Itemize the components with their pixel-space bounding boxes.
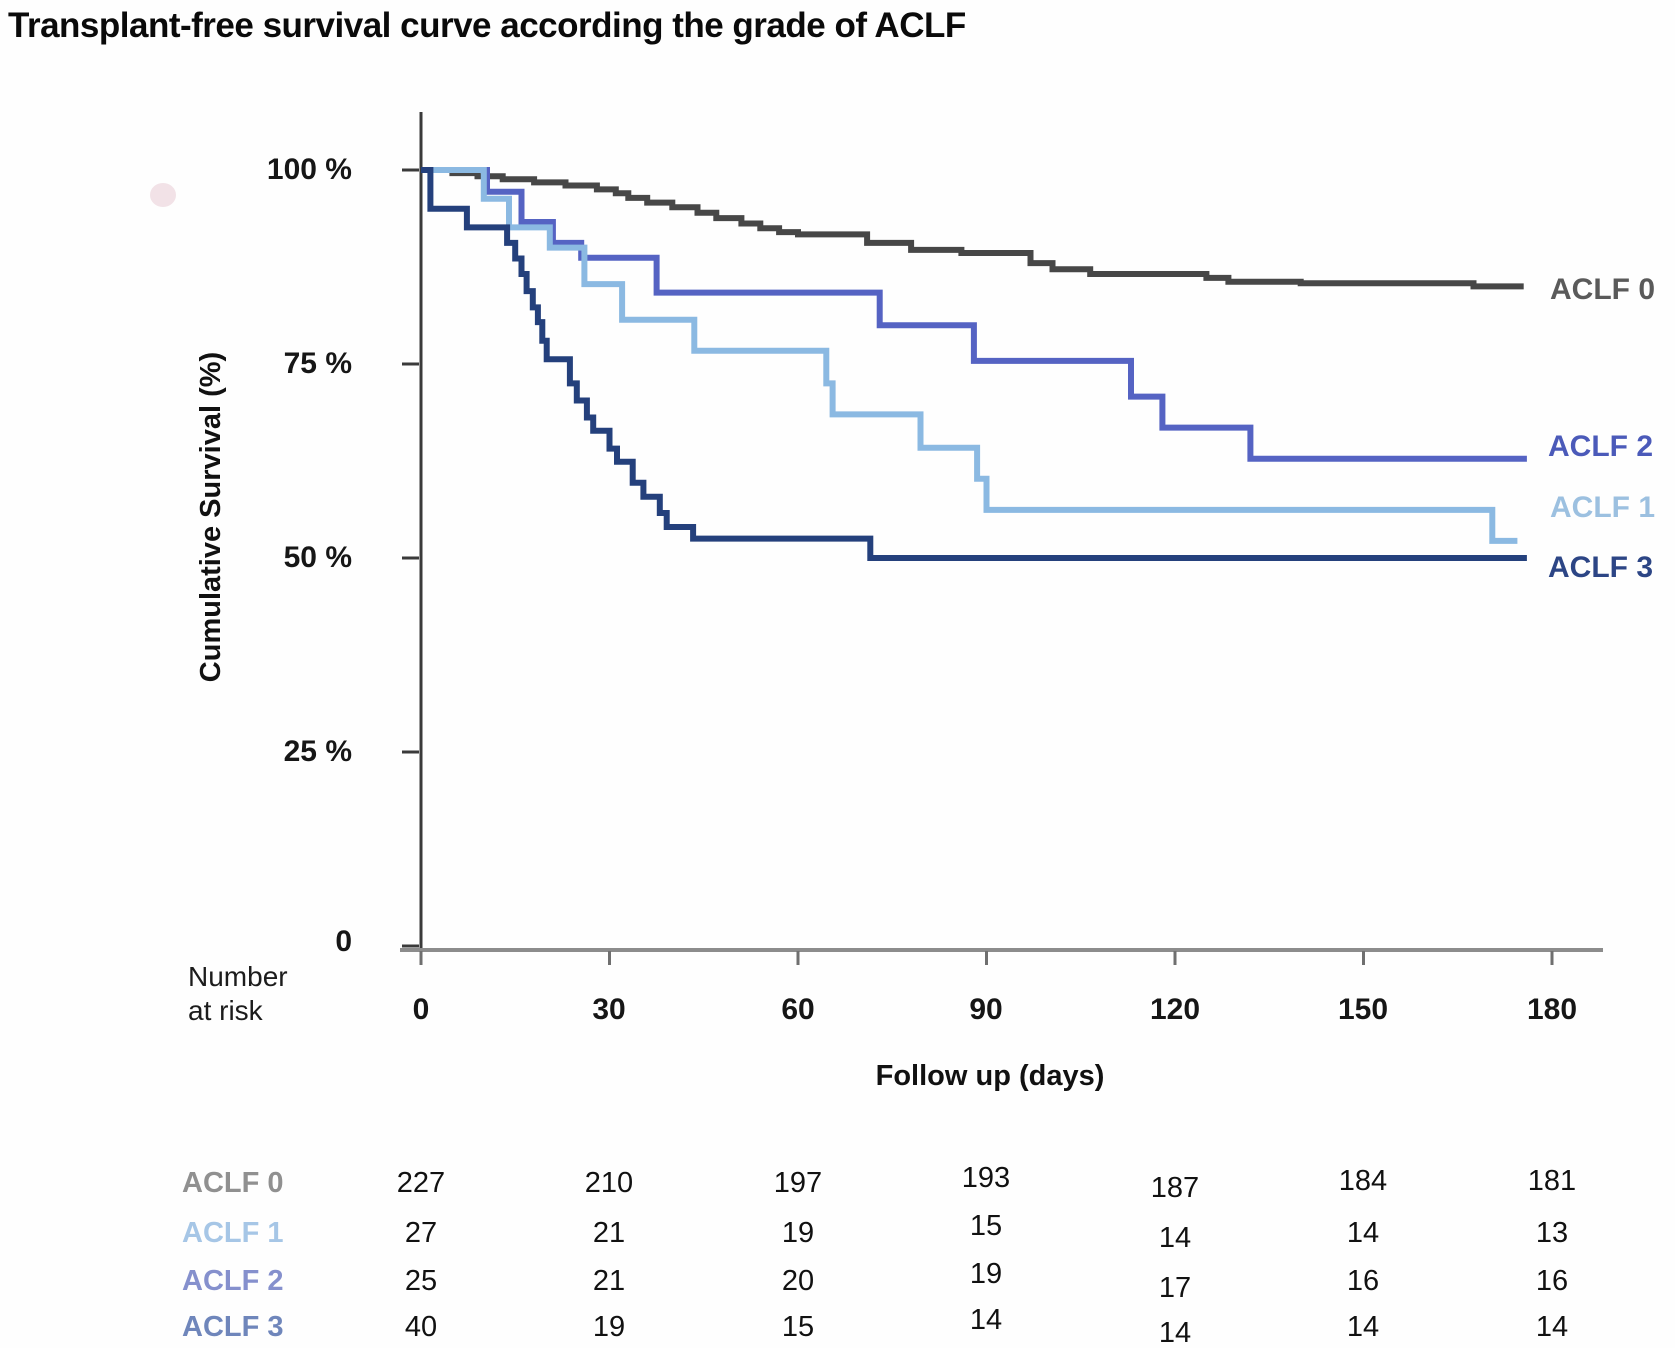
risk-cell: 21 <box>592 1217 626 1249</box>
x-tick-label-90: 90 <box>969 993 1003 1026</box>
risk-cell: 227 <box>396 1167 446 1199</box>
risk-row-label-aclf2: ACLF 2 <box>182 1265 284 1297</box>
risk-cell: 15 <box>781 1311 815 1343</box>
scan-artifact-dot <box>150 183 176 207</box>
risk-cell: 21 <box>592 1265 626 1297</box>
risk-cell: 14 <box>1346 1217 1380 1249</box>
x-axis-title: Follow up (days) <box>875 1060 1105 1092</box>
risk-cell: 16 <box>1346 1265 1380 1297</box>
legend-aclf-1: ACLF 1 <box>1550 491 1655 524</box>
risk-cell: 197 <box>773 1167 823 1199</box>
y-tick-label-50: 50 % <box>283 541 352 574</box>
legend-aclf-2: ACLF 2 <box>1548 430 1653 463</box>
risk-cell: 193 <box>961 1162 1011 1194</box>
risk-cell: 13 <box>1535 1217 1569 1249</box>
risk-cell: 15 <box>969 1210 1003 1242</box>
risk-cell: 210 <box>584 1167 634 1199</box>
risk-cell: 14 <box>1158 1317 1192 1348</box>
risk-cell: 19 <box>969 1258 1003 1290</box>
y-tick-label-0: 0 <box>335 925 352 958</box>
y-tick-label-100: 100 % <box>266 153 352 186</box>
number-at-risk-heading: Number at risk <box>188 960 288 1028</box>
y-axis-title: Cumulative Survival (%) <box>195 351 227 683</box>
risk-cell: 14 <box>1535 1311 1569 1343</box>
risk-cell: 25 <box>404 1265 438 1297</box>
risk-cell: 40 <box>404 1311 438 1343</box>
y-tick-label-75: 75 % <box>283 347 352 380</box>
chart-title: Transplant-free survival curve according… <box>8 6 966 45</box>
risk-cell: 14 <box>1158 1222 1192 1254</box>
x-tick-label-120: 120 <box>1149 993 1201 1026</box>
x-tick-label-0: 0 <box>412 993 430 1026</box>
risk-cell: 20 <box>781 1265 815 1297</box>
legend-aclf-0: ACLF 0 <box>1550 273 1655 306</box>
risk-cell: 19 <box>592 1311 626 1343</box>
risk-cell: 17 <box>1158 1272 1192 1304</box>
risk-cell: 14 <box>969 1304 1003 1336</box>
number-at-risk-line2: at risk <box>188 995 263 1026</box>
risk-cell: 181 <box>1527 1165 1577 1197</box>
x-tick-label-30: 30 <box>592 993 626 1026</box>
risk-row-label-aclf0: ACLF 0 <box>182 1167 284 1199</box>
risk-cell: 27 <box>404 1217 438 1249</box>
risk-row-label-aclf3: ACLF 3 <box>182 1311 284 1343</box>
risk-cell: 19 <box>781 1217 815 1249</box>
x-tick-label-60: 60 <box>781 993 815 1026</box>
risk-cell: 184 <box>1338 1165 1388 1197</box>
risk-cell: 14 <box>1346 1311 1380 1343</box>
x-tick-label-180: 180 <box>1526 993 1578 1026</box>
legend-aclf-3: ACLF 3 <box>1548 551 1653 584</box>
risk-cell: 16 <box>1535 1265 1569 1297</box>
risk-row-label-aclf1: ACLF 1 <box>182 1217 284 1249</box>
y-tick-label-25: 25 % <box>283 735 352 768</box>
number-at-risk-line1: Number <box>188 961 288 992</box>
risk-cell: 187 <box>1150 1172 1200 1204</box>
x-tick-label-150: 150 <box>1337 993 1389 1026</box>
